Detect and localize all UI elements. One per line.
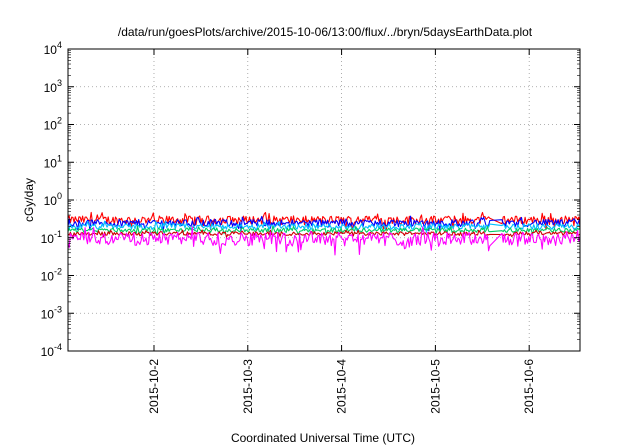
x-tick-label: 2015-10-2	[147, 359, 161, 414]
y-tick-label: 10-3	[41, 304, 62, 321]
series-line	[67, 215, 581, 232]
grid-lines	[68, 49, 580, 351]
y-tick-label: 10-2	[41, 267, 62, 284]
x-tick-label: 2015-10-5	[428, 359, 442, 414]
y-tick-exponent: 4	[57, 40, 62, 50]
y-tick-label: 100	[44, 191, 62, 208]
y-tick-label: 103	[44, 78, 62, 95]
y-tick-label: 102	[44, 116, 62, 133]
x-tick-label: 2015-10-4	[335, 359, 349, 414]
series-line	[67, 220, 581, 233]
y-tick-label: 10-4	[41, 342, 62, 359]
y-tick-label: 104	[44, 40, 62, 57]
y-tick-exponent: -4	[54, 342, 62, 352]
y-tick-exponent: 0	[57, 191, 62, 201]
x-tick-label: 2015-10-3	[241, 359, 255, 414]
x-tick-label: 2015-10-6	[522, 359, 536, 414]
series-line	[67, 226, 581, 256]
x-axis-label: Coordinated Universal Time (UTC)	[231, 431, 415, 445]
y-tick-label: 10-1	[41, 229, 62, 246]
y-tick-label: 101	[44, 153, 62, 170]
y-tick-exponent: -3	[54, 304, 62, 314]
y-tick-exponent: 3	[57, 78, 62, 88]
y-axis-label: cGy/day	[22, 178, 36, 222]
y-tick-exponent: 1	[57, 153, 62, 163]
y-tick-exponent: -1	[54, 229, 62, 239]
chart-title: /data/run/goesPlots/archive/2015-10-06/1…	[118, 25, 533, 39]
series-line	[67, 211, 581, 231]
y-tick-exponent: -2	[54, 267, 62, 277]
series-group	[67, 211, 581, 256]
x-axis: 2015-10-2 2015-10-3 2015-10-4 2015-10-5 2015…	[147, 49, 536, 414]
y-tick-exponent: 2	[57, 116, 62, 126]
